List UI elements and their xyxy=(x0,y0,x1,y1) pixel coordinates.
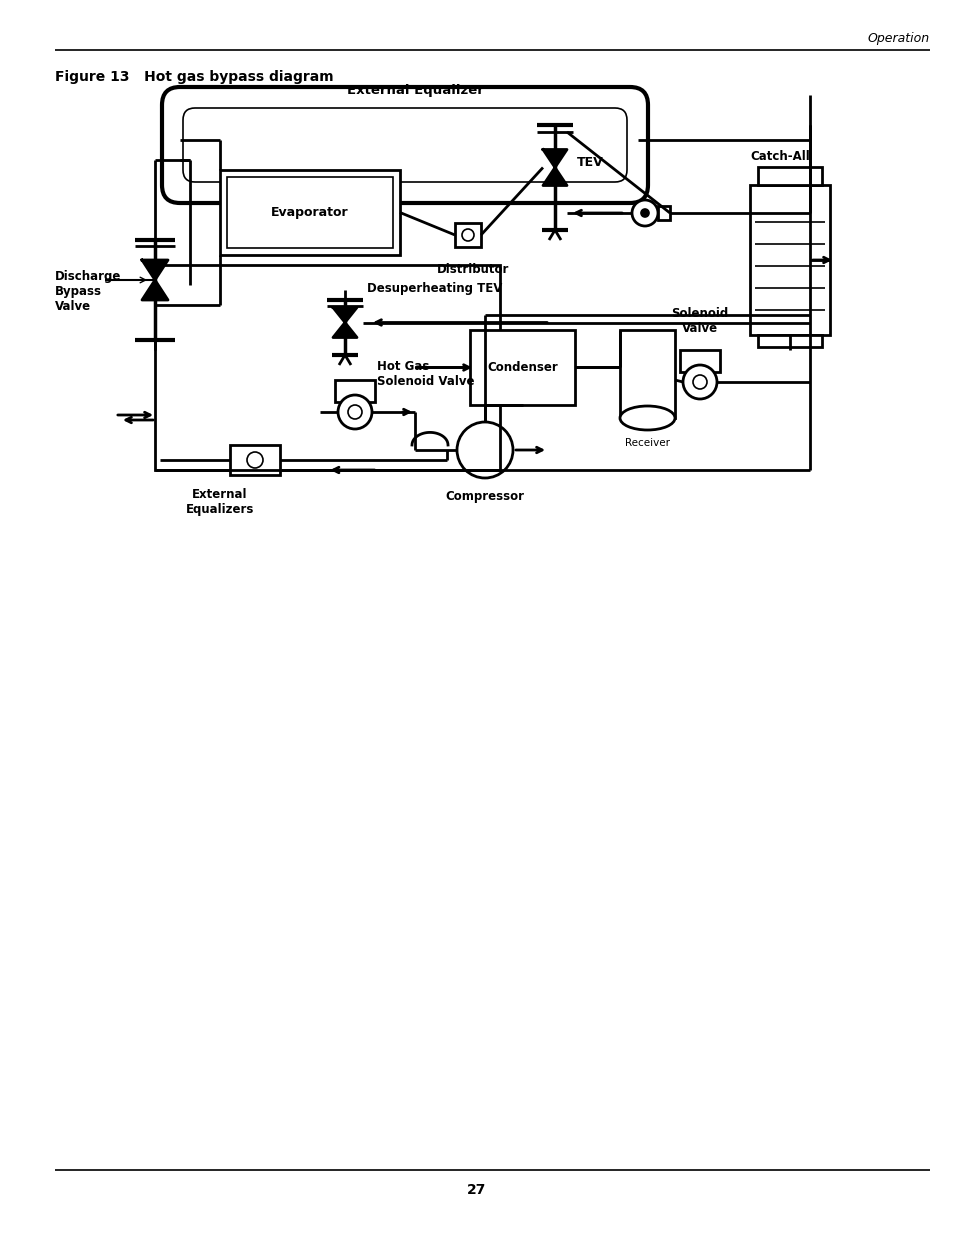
Ellipse shape xyxy=(619,406,675,430)
Circle shape xyxy=(682,366,717,399)
Circle shape xyxy=(631,200,658,226)
Text: TEV: TEV xyxy=(577,156,603,169)
Text: 27: 27 xyxy=(467,1183,486,1197)
Circle shape xyxy=(461,228,474,241)
Text: External Equalizer: External Equalizer xyxy=(346,84,483,98)
Text: Catch-All: Catch-All xyxy=(749,149,809,163)
Bar xyxy=(679,350,720,372)
Bar xyxy=(227,177,393,248)
Bar xyxy=(619,330,675,417)
Polygon shape xyxy=(542,149,566,185)
Text: Figure 13   Hot gas bypass diagram: Figure 13 Hot gas bypass diagram xyxy=(55,70,334,84)
Bar xyxy=(758,167,821,185)
Bar xyxy=(220,170,399,254)
Text: Compressor: Compressor xyxy=(445,490,524,503)
Text: Evaporator: Evaporator xyxy=(271,206,349,219)
Bar xyxy=(658,206,669,220)
Text: Discharge
Bypass
Valve: Discharge Bypass Valve xyxy=(55,270,121,312)
Text: Distributor: Distributor xyxy=(436,263,509,275)
Bar xyxy=(154,266,499,471)
Circle shape xyxy=(337,395,372,429)
Text: Receiver: Receiver xyxy=(624,438,669,448)
FancyBboxPatch shape xyxy=(162,86,647,203)
Bar xyxy=(749,185,829,335)
Bar xyxy=(335,380,375,403)
Text: Operation: Operation xyxy=(867,32,929,44)
Text: Solenoid
Valve: Solenoid Valve xyxy=(671,308,728,335)
Polygon shape xyxy=(142,261,168,300)
Text: Hot Gas
Solenoid Valve: Hot Gas Solenoid Valve xyxy=(376,359,474,388)
Text: Condenser: Condenser xyxy=(487,361,558,374)
Text: Desuperheating TEV: Desuperheating TEV xyxy=(367,282,502,295)
Polygon shape xyxy=(333,308,356,337)
FancyBboxPatch shape xyxy=(183,107,626,182)
Circle shape xyxy=(640,209,648,217)
Text: External
Equalizers: External Equalizers xyxy=(186,488,253,516)
Bar xyxy=(470,330,575,405)
Bar xyxy=(455,224,480,247)
Bar xyxy=(230,445,280,475)
Bar xyxy=(758,335,821,347)
